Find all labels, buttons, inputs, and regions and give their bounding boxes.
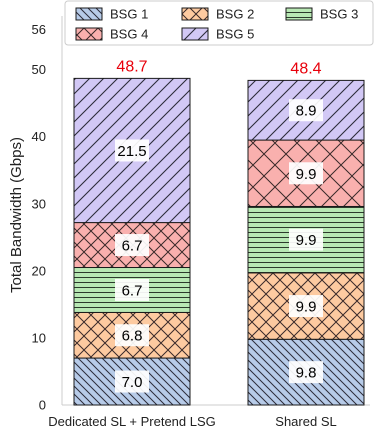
legend-label: BSG 2 bbox=[216, 7, 254, 22]
bar-segment: 6.8 bbox=[73, 311, 191, 359]
legend-swatch-hatch bbox=[285, 7, 313, 21]
bar-segment: 6.7 bbox=[73, 267, 191, 313]
y-tick-label: 56 bbox=[32, 22, 46, 37]
bars: 7.0 6.8 6.7 6.7 21.5 9.8 9.9 9.9 9.9 8.9 bbox=[73, 77, 365, 406]
data-label-box bbox=[115, 234, 149, 257]
total-label: 48.7 bbox=[116, 58, 147, 75]
legend-item: BSG 5 bbox=[181, 27, 254, 42]
y-tick-label: 30 bbox=[32, 196, 46, 211]
data-label-box bbox=[289, 162, 323, 185]
data-label: 7.0 bbox=[122, 374, 143, 391]
legend-swatch-hatch bbox=[181, 27, 209, 41]
legend-item: BSG 1 bbox=[75, 7, 148, 22]
y-axis-ticks: 0 10 20 30 40 50 56 bbox=[32, 22, 46, 413]
data-label: 21.5 bbox=[117, 143, 146, 160]
legend-item: BSG 4 bbox=[75, 27, 148, 42]
bar-segment: 9.9 bbox=[247, 205, 365, 274]
bar-segment: 8.9 bbox=[247, 79, 365, 141]
y-tick-label: 40 bbox=[32, 129, 46, 144]
total-label: 48.4 bbox=[290, 60, 321, 77]
bar-segment: 9.9 bbox=[247, 272, 365, 340]
legend-item: BSG 3 bbox=[285, 7, 358, 22]
data-label: 9.8 bbox=[296, 365, 317, 382]
data-label-box bbox=[289, 361, 323, 384]
legend-label: BSG 3 bbox=[320, 7, 358, 22]
legend-swatch-hatch bbox=[75, 7, 103, 21]
legend-swatch-hatch bbox=[75, 27, 103, 41]
bar-segment: 9.9 bbox=[247, 139, 365, 207]
data-label-box bbox=[115, 324, 149, 347]
data-label: 8.9 bbox=[296, 103, 317, 120]
data-label: 9.9 bbox=[296, 166, 317, 183]
legend-label: BSG 1 bbox=[110, 7, 148, 22]
bar-segment: 21.5 bbox=[73, 77, 191, 224]
legend-label: BSG 4 bbox=[110, 27, 148, 42]
data-label: 6.8 bbox=[122, 328, 143, 345]
legend-item: BSG 2 bbox=[181, 7, 254, 22]
y-tick-label: 20 bbox=[32, 263, 46, 278]
data-label: 6.7 bbox=[122, 282, 143, 299]
y-tick-label: 10 bbox=[32, 330, 46, 345]
legend: BSG 1 BSG 2 BSG 3 BSG 4 BSG 5 bbox=[64, 0, 374, 46]
x-tick-label: Dedicated SL + Pretend LSG bbox=[48, 414, 216, 429]
y-axis-label: Total Bandwidth (Gbps) bbox=[8, 137, 25, 293]
legend-label: BSG 5 bbox=[216, 27, 254, 42]
data-label-box bbox=[115, 370, 149, 393]
bar-segment: 6.7 bbox=[73, 222, 191, 269]
data-label-box bbox=[289, 99, 323, 122]
bar-segment: 7.0 bbox=[73, 357, 191, 406]
total-labels: 48.7 48.4 bbox=[116, 58, 321, 77]
data-label: 6.7 bbox=[122, 238, 143, 255]
data-label-box bbox=[115, 139, 149, 162]
legend-swatch-hatch bbox=[181, 7, 209, 21]
x-tick-label: Shared SL bbox=[275, 414, 336, 429]
y-tick-label: 0 bbox=[39, 398, 46, 413]
x-axis-ticks: Dedicated SL + Pretend LSG Shared SL bbox=[48, 414, 336, 429]
data-label: 9.9 bbox=[296, 232, 317, 249]
data-label: 9.9 bbox=[296, 299, 317, 316]
y-tick-label: 50 bbox=[32, 62, 46, 77]
data-label-box bbox=[289, 295, 323, 318]
data-label-box bbox=[115, 278, 149, 301]
data-label-box bbox=[289, 228, 323, 251]
bar-segment: 9.8 bbox=[247, 338, 365, 406]
